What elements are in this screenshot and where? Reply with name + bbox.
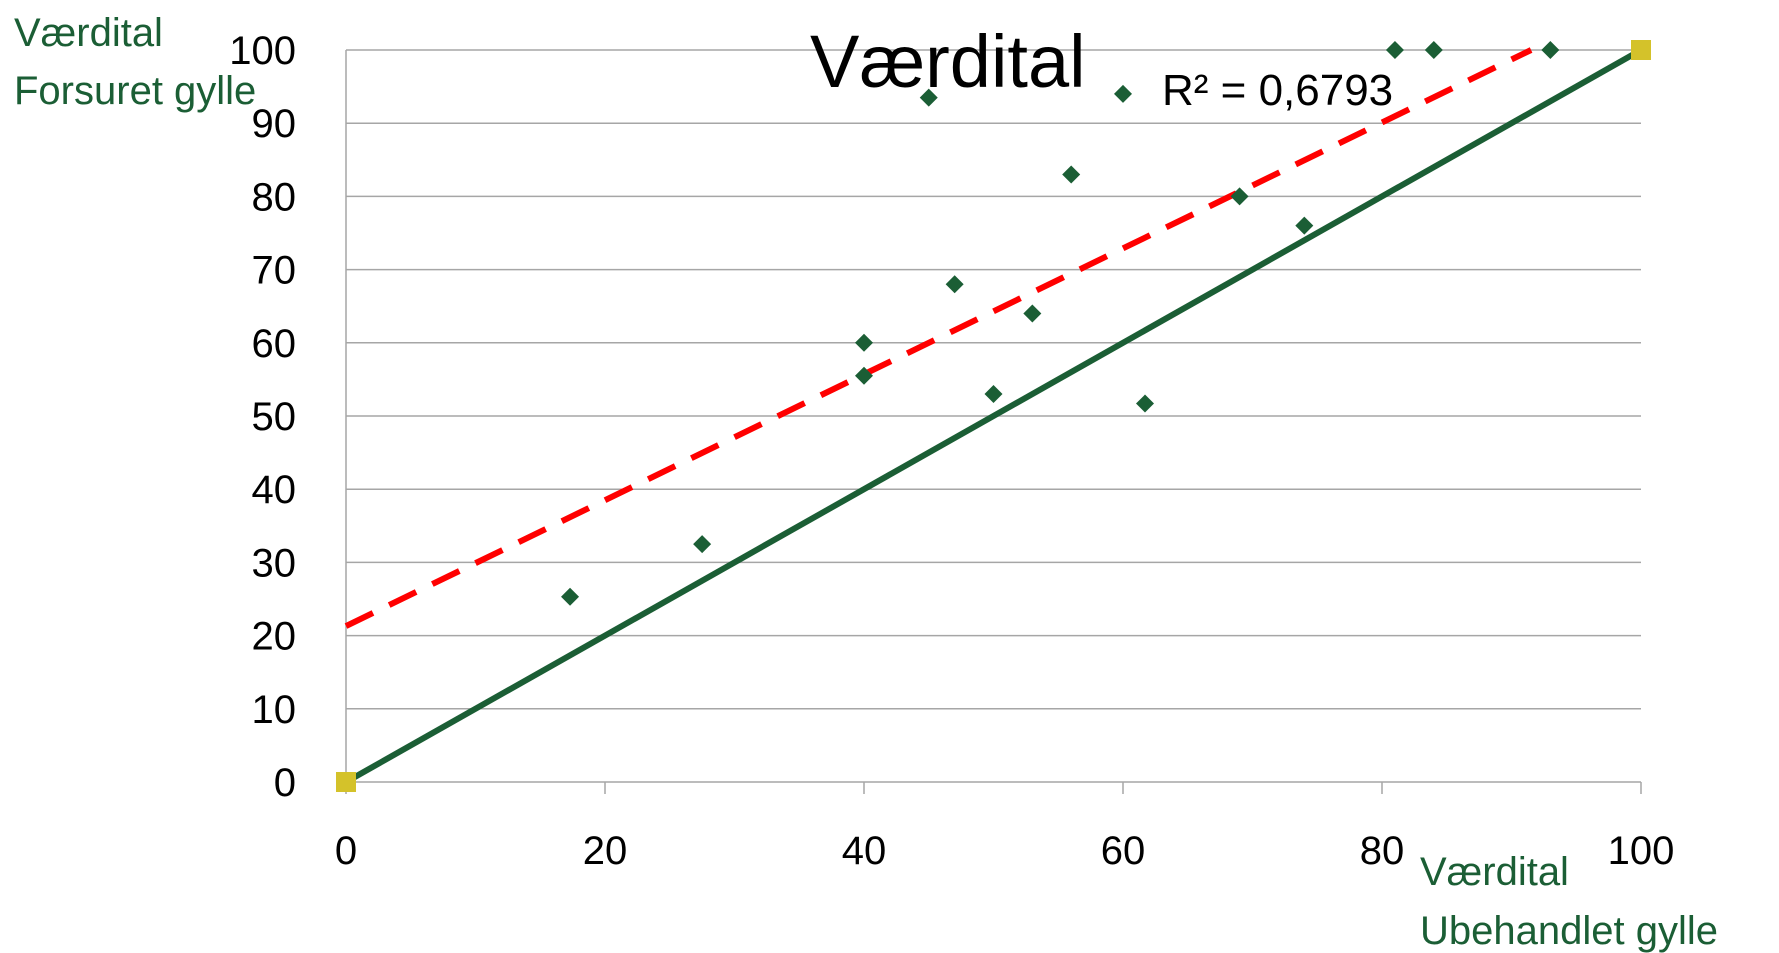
data-point-0-0 — [561, 587, 580, 606]
y-tick-label-80: 80 — [252, 175, 297, 219]
x-axis-label-line-1: Værdital — [1420, 850, 1569, 894]
endpoint-marker-1 — [1631, 40, 1651, 60]
data-point-0-6 — [984, 385, 1003, 404]
y-axis-label-line-1: Værdital — [14, 11, 163, 55]
chart-title: Værdital — [810, 20, 1086, 103]
data-point-0-2 — [855, 333, 873, 352]
reference-line — [344, 47, 1643, 785]
x-tick-label-20: 20 — [583, 829, 628, 873]
data-point-0-5 — [945, 275, 964, 294]
trendline — [344, 47, 1533, 629]
y-tick-labels: 0 10 20 30 40 50 60 70 80 90 100 — [229, 29, 296, 805]
y-tick-label-0: 0 — [274, 761, 296, 805]
series-lines — [344, 47, 1643, 785]
y-tick-label-60: 60 — [252, 322, 297, 366]
data-point-0-1 — [693, 535, 712, 554]
data-point-0-4 — [919, 88, 938, 107]
y-tick-label-40: 40 — [252, 468, 297, 512]
y-tick-label-20: 20 — [252, 615, 297, 659]
x-tick-label-60: 60 — [1101, 829, 1146, 873]
y-tick-label-70: 70 — [252, 249, 297, 293]
data-point-0-3 — [855, 366, 873, 385]
x-tick-label-0: 0 — [335, 829, 357, 873]
y-axis-label-line-2: Forsuret gylle — [14, 69, 256, 113]
endpoint-marker-0 — [336, 772, 356, 792]
x-tick-label-40: 40 — [842, 829, 887, 873]
r-squared-label: R² = 0,6793 — [1162, 66, 1393, 115]
y-tick-label-50: 50 — [252, 395, 297, 439]
data-point-0-11 — [1230, 187, 1249, 206]
data-point-0-10 — [1136, 394, 1155, 413]
x-tick-label-100: 100 — [1608, 829, 1675, 873]
data-point-0-13 — [1385, 41, 1404, 59]
data-point-0-7 — [1023, 304, 1042, 323]
data-point-0-14 — [1424, 41, 1443, 59]
data-points — [336, 40, 1651, 792]
y-tick-label-10: 10 — [252, 688, 297, 732]
x-tick-labels: 0 20 40 60 80 100 — [335, 829, 1675, 873]
y-tick-label-100: 100 — [229, 29, 296, 73]
grid-lines — [346, 49, 1641, 710]
x-axis-label-line-2: Ubehandlet gylle — [1420, 909, 1718, 953]
data-point-0-8 — [1062, 165, 1081, 184]
data-point-0-12 — [1295, 216, 1314, 235]
data-point-0-9 — [1114, 84, 1132, 103]
data-point-0-15 — [1541, 41, 1560, 59]
x-tick-label-80: 80 — [1360, 829, 1405, 873]
y-tick-label-30: 30 — [252, 541, 297, 585]
y-tick-label-90: 90 — [252, 102, 297, 146]
